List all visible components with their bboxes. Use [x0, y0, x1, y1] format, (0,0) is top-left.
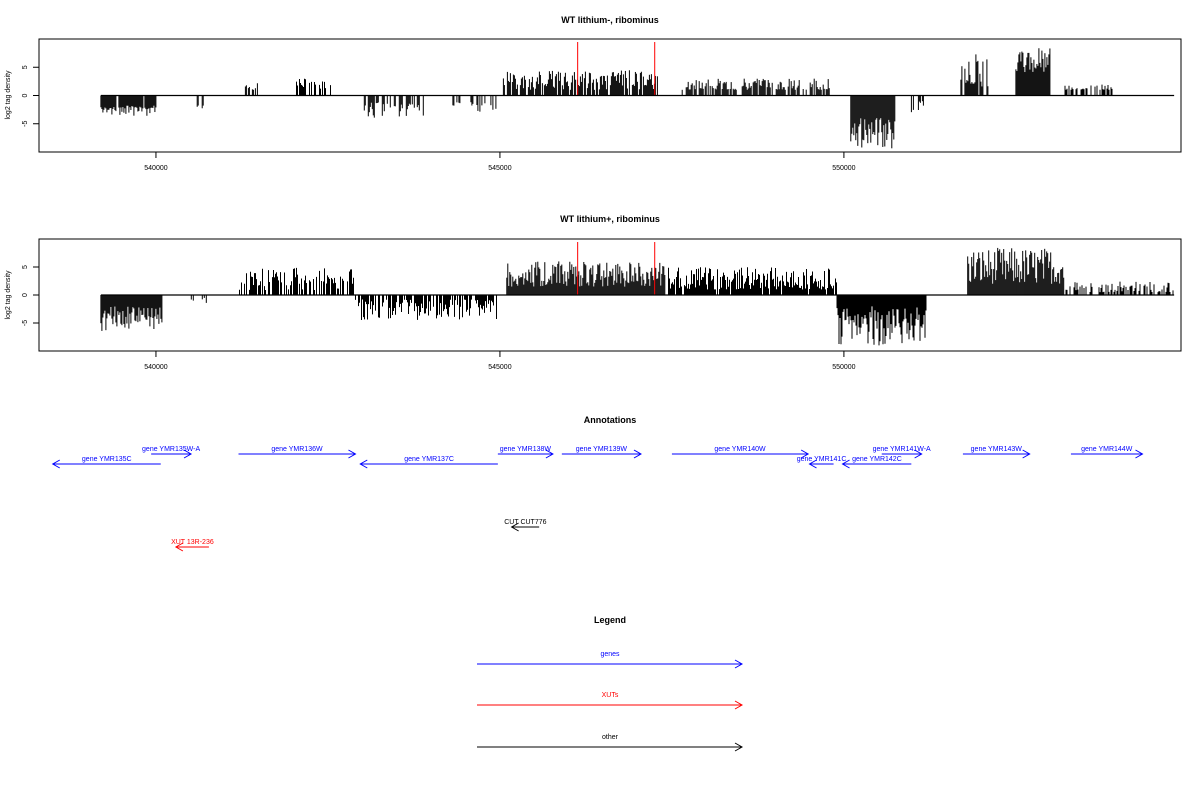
signal-bars [100, 48, 1113, 149]
arrow-head [800, 449, 810, 459]
y-tick-label: -5 [22, 320, 29, 326]
legend: Legend genes XUTs other [477, 615, 744, 752]
gene-arrow: gene YMR137C [359, 456, 498, 469]
gene-arrow: gene YMR135C [51, 456, 161, 469]
arrow-head [808, 459, 817, 469]
x-tick-label: 550000 [832, 165, 855, 172]
y-tick-label: -5 [22, 121, 29, 127]
x-tick-label: 540000 [144, 165, 167, 172]
panel-title: WT lithium+, ribominus [560, 214, 660, 224]
y-tick-label: 5 [22, 265, 29, 269]
x-tick-label: 540000 [144, 364, 167, 371]
arrow-head [174, 542, 184, 552]
legend-title: Legend [594, 615, 626, 625]
gene-label: gene YMR139W [576, 446, 628, 453]
gene-arrow: gene YMR141W-A [873, 446, 931, 459]
legend-item: XUTs [477, 692, 744, 710]
arrow-head [734, 700, 744, 710]
track-panel-lithium-plus: WT lithium+, ribominus log2 tag density … [5, 214, 1182, 371]
legend-item: genes [477, 651, 744, 669]
other-label: CUT CUT776 [504, 519, 546, 526]
arrow-head [841, 459, 850, 469]
signal-bars [100, 247, 1174, 346]
arrow-head [1135, 449, 1144, 459]
gene-arrow: gene YMR139W [561, 446, 642, 459]
arrow-head [545, 449, 554, 459]
legend-items: genes XUTs other [477, 651, 744, 752]
gene-arrow: gene YMR141C [797, 456, 847, 469]
y-axis-label: log2 tag density [5, 270, 12, 320]
x-tick-label: 550000 [832, 364, 855, 371]
gene-arrow: gene YMR140W [671, 446, 810, 459]
y-axis-label: log2 tag density [5, 70, 12, 120]
legend-label: other [602, 734, 619, 741]
gene-label: gene YMR143W [971, 446, 1023, 453]
arrow-head [1022, 449, 1031, 459]
annotations-title: Annotations [584, 415, 637, 425]
gene-label: gene YMR144W [1081, 446, 1133, 453]
gene-arrow: gene YMR138W [497, 446, 554, 459]
gene-label: gene YMR136W [271, 446, 323, 453]
gene-arrow: gene YMR143W [962, 446, 1031, 459]
gene-arrow: gene YMR136W [238, 446, 357, 459]
axes: 540000 545000 550000 5 0 -5 [22, 265, 1175, 371]
arrow-head [348, 449, 357, 459]
xut-label: XUT 13R-236 [171, 539, 214, 546]
gene-label: gene YMR135C [82, 456, 132, 463]
arrow-head [633, 449, 642, 459]
arrow-head [914, 449, 923, 459]
y-tick-label: 0 [22, 93, 29, 97]
marker-lines [577, 42, 656, 96]
arrow-head [359, 459, 368, 469]
y-tick-label: 0 [22, 293, 29, 297]
gene-label: gene YMR137C [404, 456, 454, 463]
track-panel-lithium-minus: WT lithium-, ribominus log2 tag density … [5, 15, 1182, 172]
legend-label: genes [600, 651, 620, 658]
xut-arrow: XUT 13R-236 [171, 539, 214, 552]
gene-label: gene YMR142C [852, 456, 902, 463]
arrow-head [734, 742, 744, 752]
gene-label: gene YMR140W [714, 446, 766, 453]
legend-label: XUTs [602, 692, 619, 699]
gene-label: gene YMR141C [797, 456, 847, 463]
arrow-head [510, 522, 519, 532]
annotation-arrows: gene YMR135C gene YMR135W-A gene YMR136W ge… [51, 446, 1144, 552]
other-arrow: CUT CUT776 [504, 519, 547, 532]
panel-title: WT lithium-, ribominus [561, 15, 659, 25]
y-tick-label: 5 [22, 65, 29, 69]
x-tick-label: 545000 [488, 364, 511, 371]
gene-arrow: gene YMR142C [841, 456, 912, 469]
gene-label: gene YMR138W [500, 446, 552, 453]
gene-arrow: gene YMR135W-A [142, 446, 200, 459]
arrow-head [51, 459, 61, 469]
gene-label: gene YMR135W-A [142, 446, 200, 453]
x-tick-label: 545000 [488, 165, 511, 172]
gene-label: gene YMR141W-A [873, 446, 931, 453]
arrow-head [183, 449, 193, 459]
marker-lines [577, 242, 656, 295]
gene-arrow: gene YMR144W [1070, 446, 1144, 459]
arrow-head [734, 659, 744, 669]
axes: 540000 545000 550000 5 0 -5 [22, 65, 1175, 172]
legend-item: other [477, 734, 744, 752]
